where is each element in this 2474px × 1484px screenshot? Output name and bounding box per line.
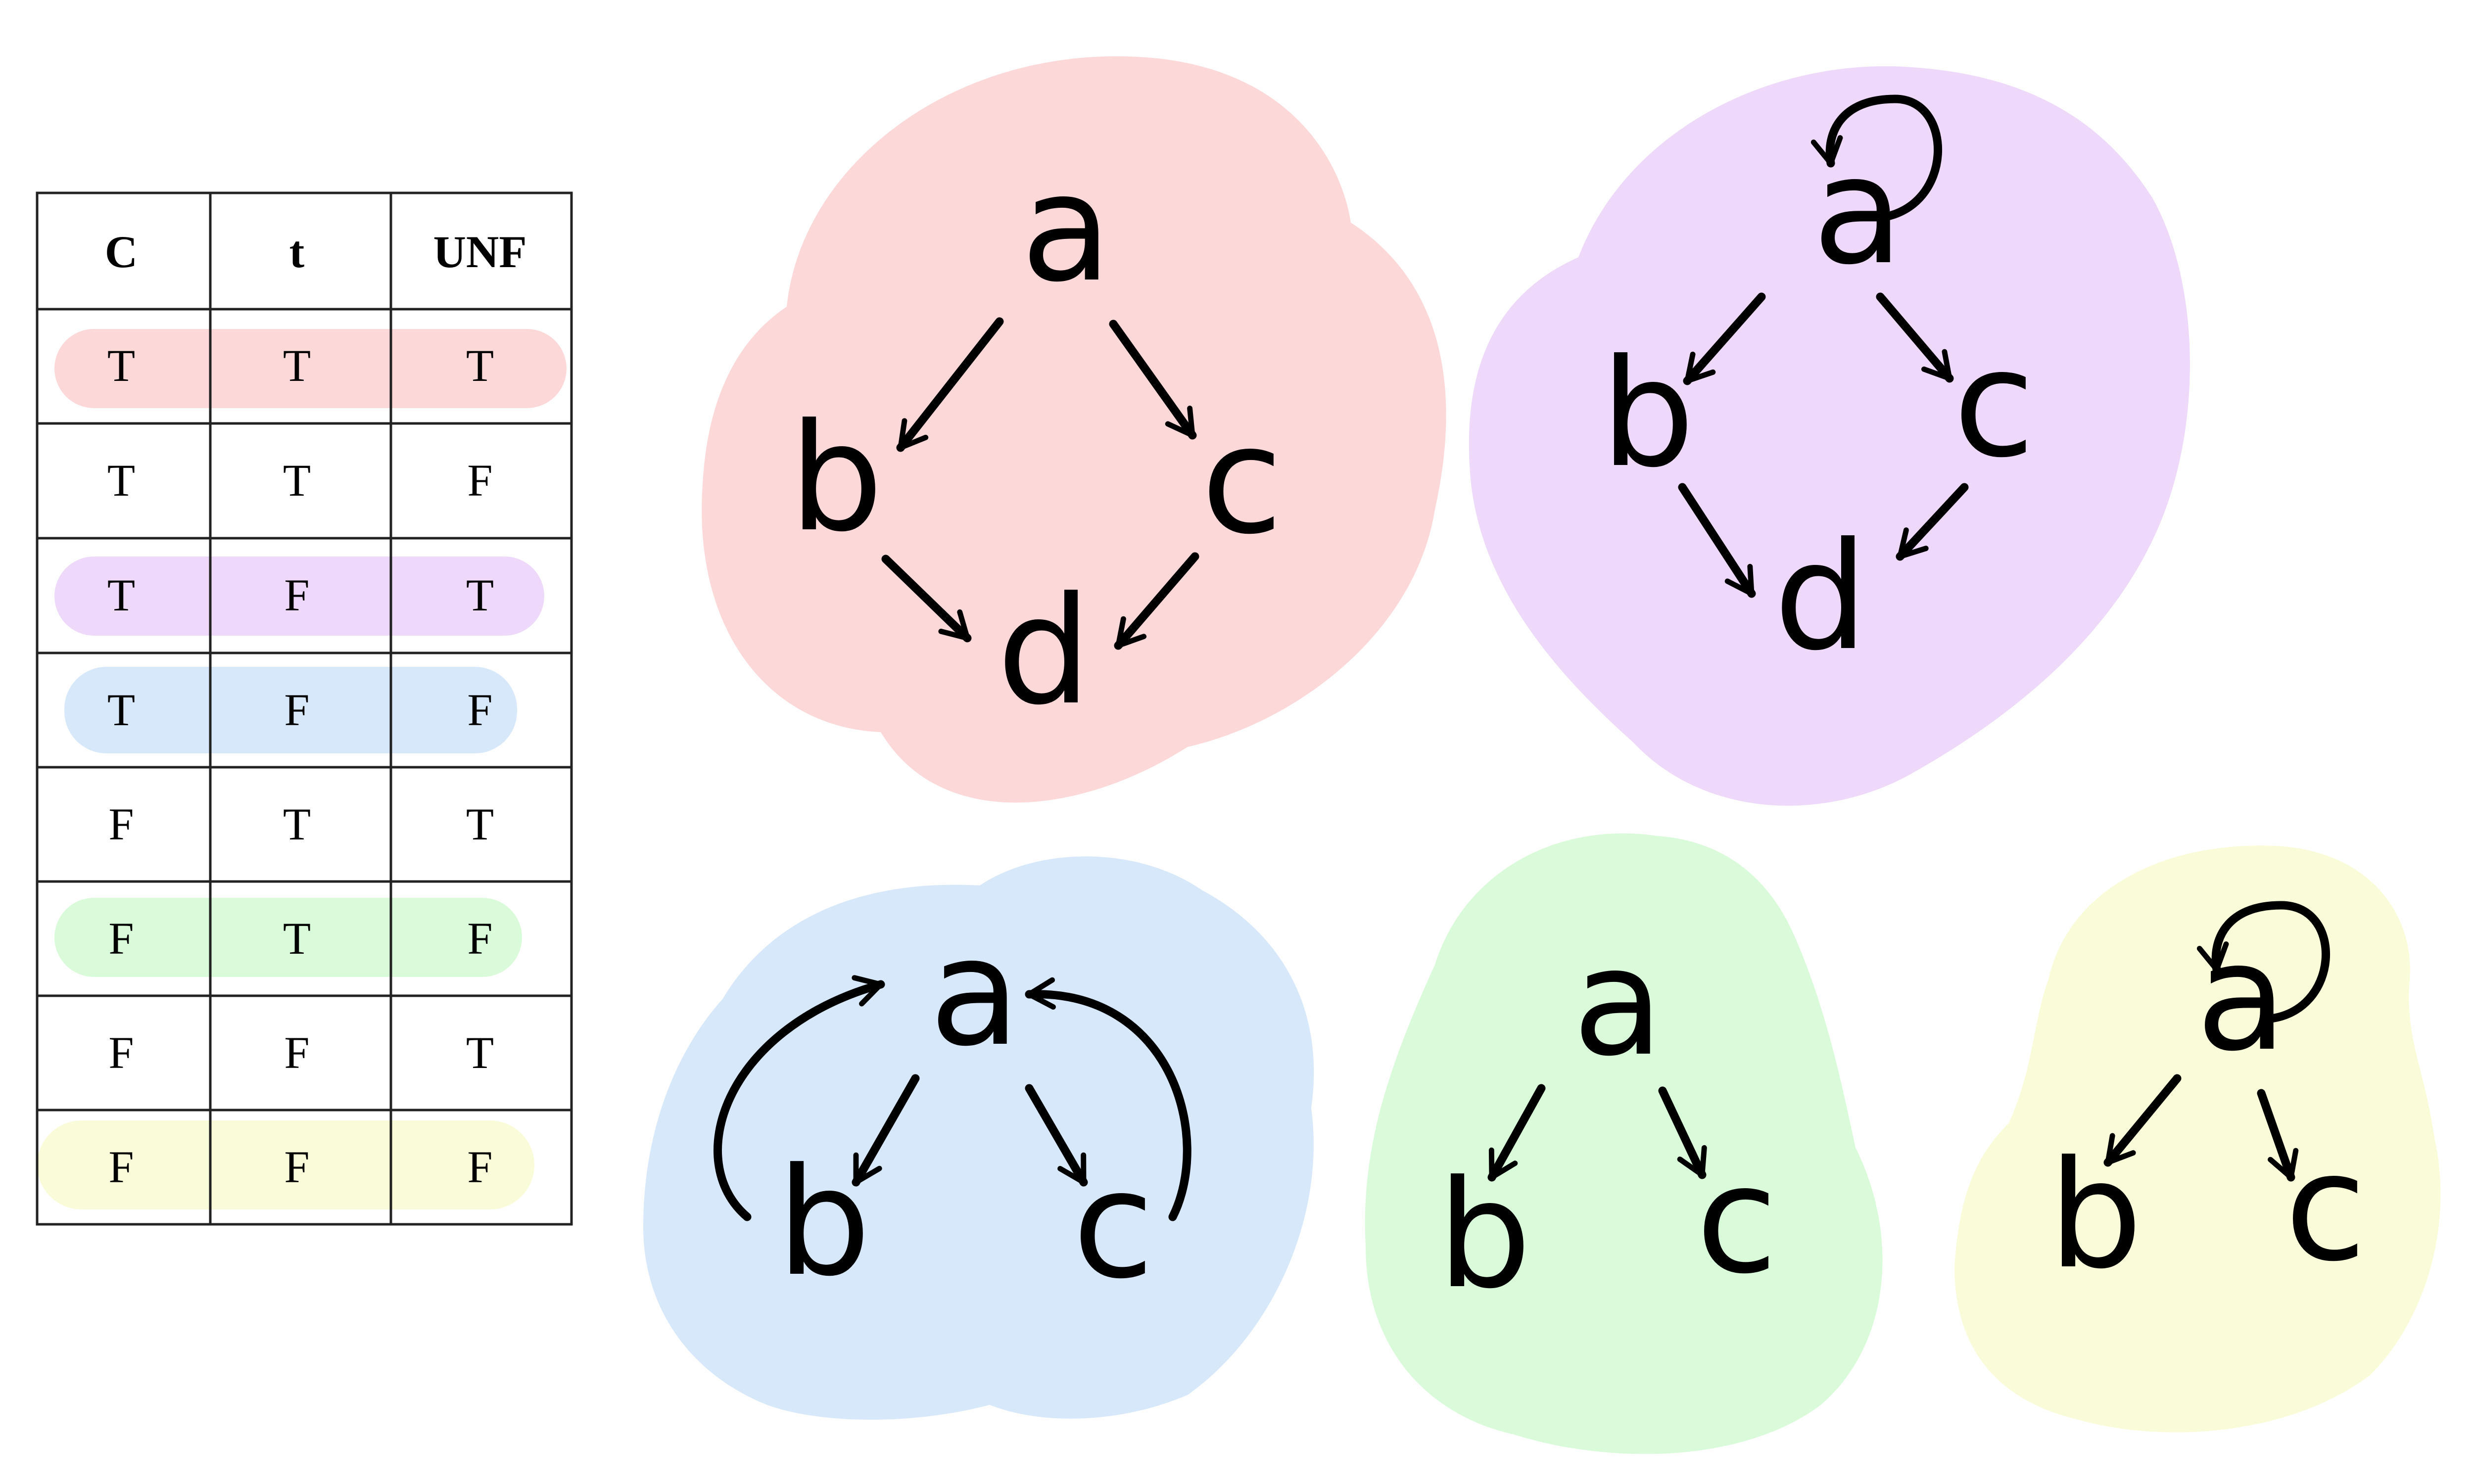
node-b: b [2048, 1129, 2142, 1301]
table-border [36, 191, 573, 1226]
node-c: c [1696, 1134, 1778, 1306]
table-cell: T [283, 340, 311, 391]
graph-green: a b c [1365, 833, 1883, 1454]
table-cell: F [108, 1027, 134, 1078]
edge-a-b [1487, 1084, 1546, 1182]
node-d: d [1774, 510, 1868, 683]
node-a: a [1572, 916, 1664, 1089]
node-a: a [1021, 142, 1112, 315]
table-row: F T F [108, 913, 492, 964]
table-cell: F [108, 913, 134, 964]
table-cell: T [283, 799, 311, 849]
table-header-row: C t UNF [105, 227, 527, 277]
table-cell: F [467, 685, 492, 735]
graph-blue: a b c [643, 856, 1314, 1420]
blob-red [702, 56, 1446, 803]
table-row: F F T [108, 1027, 494, 1078]
table-row: T T T [107, 340, 494, 391]
edge-a-c [1876, 292, 1954, 383]
row-highlight-green [54, 898, 522, 977]
edge-a-b [852, 1074, 920, 1187]
table-row: F T T [108, 799, 494, 849]
truth-table: C t UNF T T T T T F T F T T F F F T T [36, 191, 573, 1226]
table-cell: F [284, 685, 309, 735]
header-unf: UNF [433, 227, 526, 277]
table-cell: T [466, 570, 494, 620]
edge-a-b [896, 317, 1004, 452]
table-cell: T [466, 340, 494, 391]
edge-a-c [1658, 1086, 1707, 1179]
node-b: b [1437, 1149, 1531, 1321]
table-row: F F F [108, 1142, 492, 1192]
table-row: T F F [107, 685, 493, 735]
node-a: a [2196, 911, 2287, 1084]
edge-b-d [1678, 483, 1756, 598]
table-cell: T [283, 913, 311, 964]
header-c: C [105, 227, 138, 277]
table-cell: F [284, 1027, 309, 1078]
node-c: c [1073, 1139, 1154, 1311]
table-cell: F [467, 1142, 492, 1192]
table-cell: F [467, 455, 492, 506]
row-highlight-blue [64, 667, 517, 753]
table-cell: F [108, 799, 134, 849]
edge-a-a-loop [1810, 94, 1943, 222]
edge-a-b [1683, 292, 1766, 385]
table-cell: F [108, 1142, 134, 1192]
table-cell: T [107, 340, 135, 391]
node-c: c [1201, 394, 1283, 567]
row-highlight-red [54, 329, 567, 408]
edge-c-d [1896, 483, 1969, 561]
blob-blue [643, 856, 1314, 1420]
table-row: T F T [107, 570, 494, 620]
node-b: b [777, 1136, 871, 1309]
edge-a-c [2257, 1089, 2299, 1182]
blob-purple [1469, 66, 2190, 806]
row-highlight-purple [54, 556, 544, 636]
edge-b-d [881, 555, 972, 643]
header-t: t [289, 227, 305, 277]
node-d: d [997, 565, 1091, 738]
edge-b-a [714, 975, 885, 1221]
table-cell: F [467, 913, 492, 964]
node-b: b [1601, 327, 1695, 500]
table-cell: T [466, 799, 494, 849]
edge-a-c [1109, 320, 1197, 440]
edge-a-a-loop [2196, 901, 2330, 1023]
table-cell: F [284, 1142, 309, 1192]
table-cell: F [284, 570, 309, 620]
node-c: c [2285, 1121, 2367, 1294]
node-b: b [789, 392, 883, 564]
table-cell: T [107, 570, 135, 620]
table-cell: T [283, 455, 311, 506]
edge-c-d [1114, 552, 1199, 650]
table-cell: T [466, 1027, 494, 1078]
graph-purple: a b c d [1469, 66, 2190, 806]
edge-a-b [2103, 1074, 2182, 1167]
graph-yellow: a b c [1954, 845, 2441, 1433]
edge-a-c [1025, 1084, 1088, 1187]
node-a: a [929, 906, 1020, 1079]
node-c: c [1953, 318, 2035, 490]
table-cell: T [107, 685, 135, 735]
table-row: T T F [107, 455, 493, 506]
graph-red: a b c d [702, 56, 1446, 803]
table-cell: T [107, 455, 135, 506]
row-highlight-yellow [37, 1120, 534, 1209]
blob-green [1365, 833, 1883, 1454]
edge-c-a [1025, 977, 1191, 1221]
